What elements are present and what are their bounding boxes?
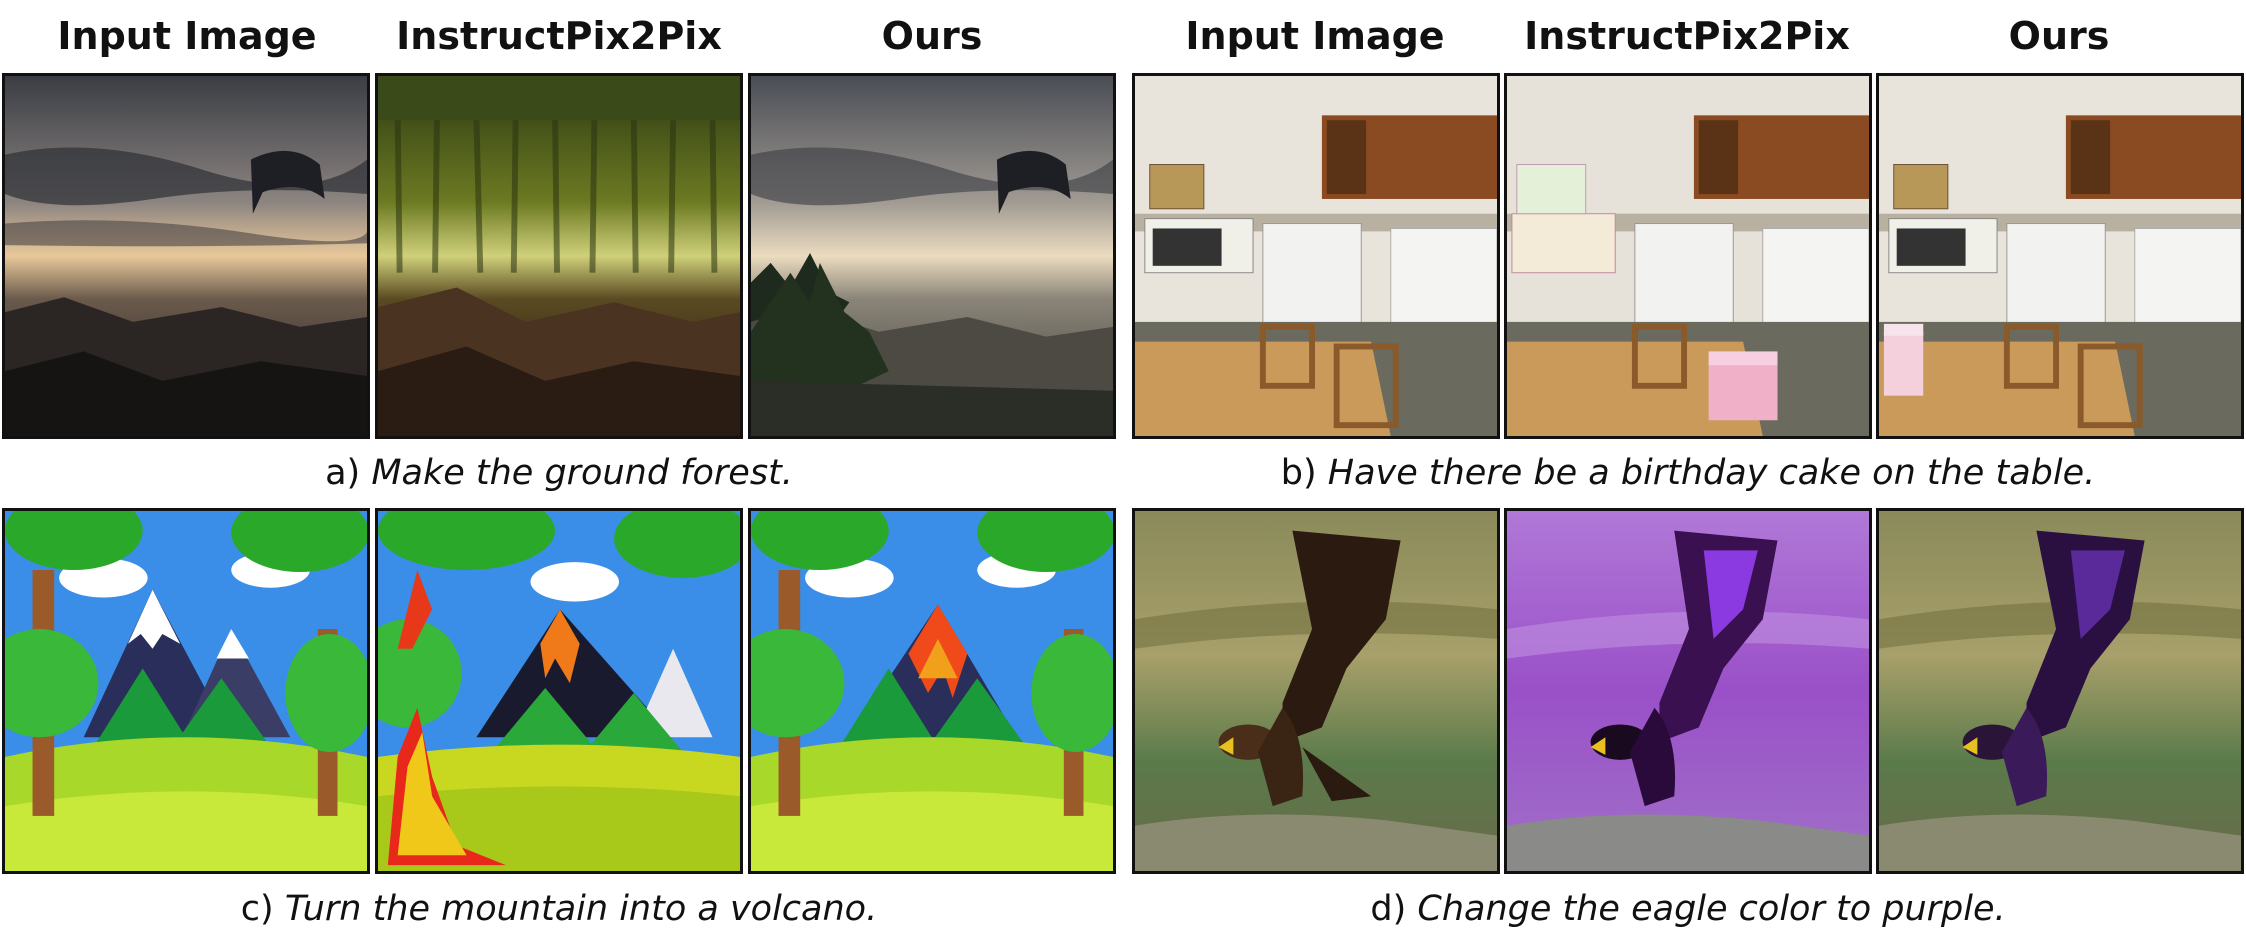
panel-b-ip2p: [1504, 73, 1872, 439]
column-title-ours-left: Ours: [881, 14, 983, 58]
caption-d-label: d): [1370, 889, 1407, 929]
panel-d-ours: [1876, 508, 2244, 874]
caption-a-text: Make the ground forest.: [371, 453, 793, 493]
caption-c: c) Turn the mountain into a volcano.: [2, 884, 1116, 934]
caption-c-label: c): [240, 889, 274, 929]
panel-b-ours: [1876, 73, 2244, 439]
column-title-input-right: Input Image: [1185, 14, 1445, 58]
caption-d-text: Change the eagle color to purple.: [1417, 889, 2006, 929]
column-title-ours-right: Ours: [2008, 14, 2110, 58]
panel-a-ip2p: [375, 73, 743, 439]
panel-a-input: [2, 73, 370, 439]
caption-b-label: b): [1280, 453, 1317, 493]
panel-b-input: [1132, 73, 1500, 439]
caption-c-text: Turn the mountain into a volcano.: [284, 889, 878, 929]
column-title-ip2p-left: InstructPix2Pix: [396, 14, 722, 58]
panel-d-ip2p: [1504, 508, 1872, 874]
panel-c-ip2p: [375, 508, 743, 874]
panel-c-ours: [748, 508, 1116, 874]
panel-c-input: [2, 508, 370, 874]
caption-b-text: Have there be a birthday cake on the tab…: [1327, 453, 2096, 493]
column-title-ip2p-right: InstructPix2Pix: [1524, 14, 1850, 58]
caption-a-label: a): [325, 453, 361, 493]
column-title-input-left: Input Image: [57, 14, 317, 58]
panel-d-input: [1132, 508, 1500, 874]
caption-d: d) Change the eagle color to purple.: [1132, 884, 2244, 934]
caption-a: a) Make the ground forest.: [2, 448, 1116, 498]
caption-b: b) Have there be a birthday cake on the …: [1132, 448, 2244, 498]
panel-a-ours: [748, 73, 1116, 439]
